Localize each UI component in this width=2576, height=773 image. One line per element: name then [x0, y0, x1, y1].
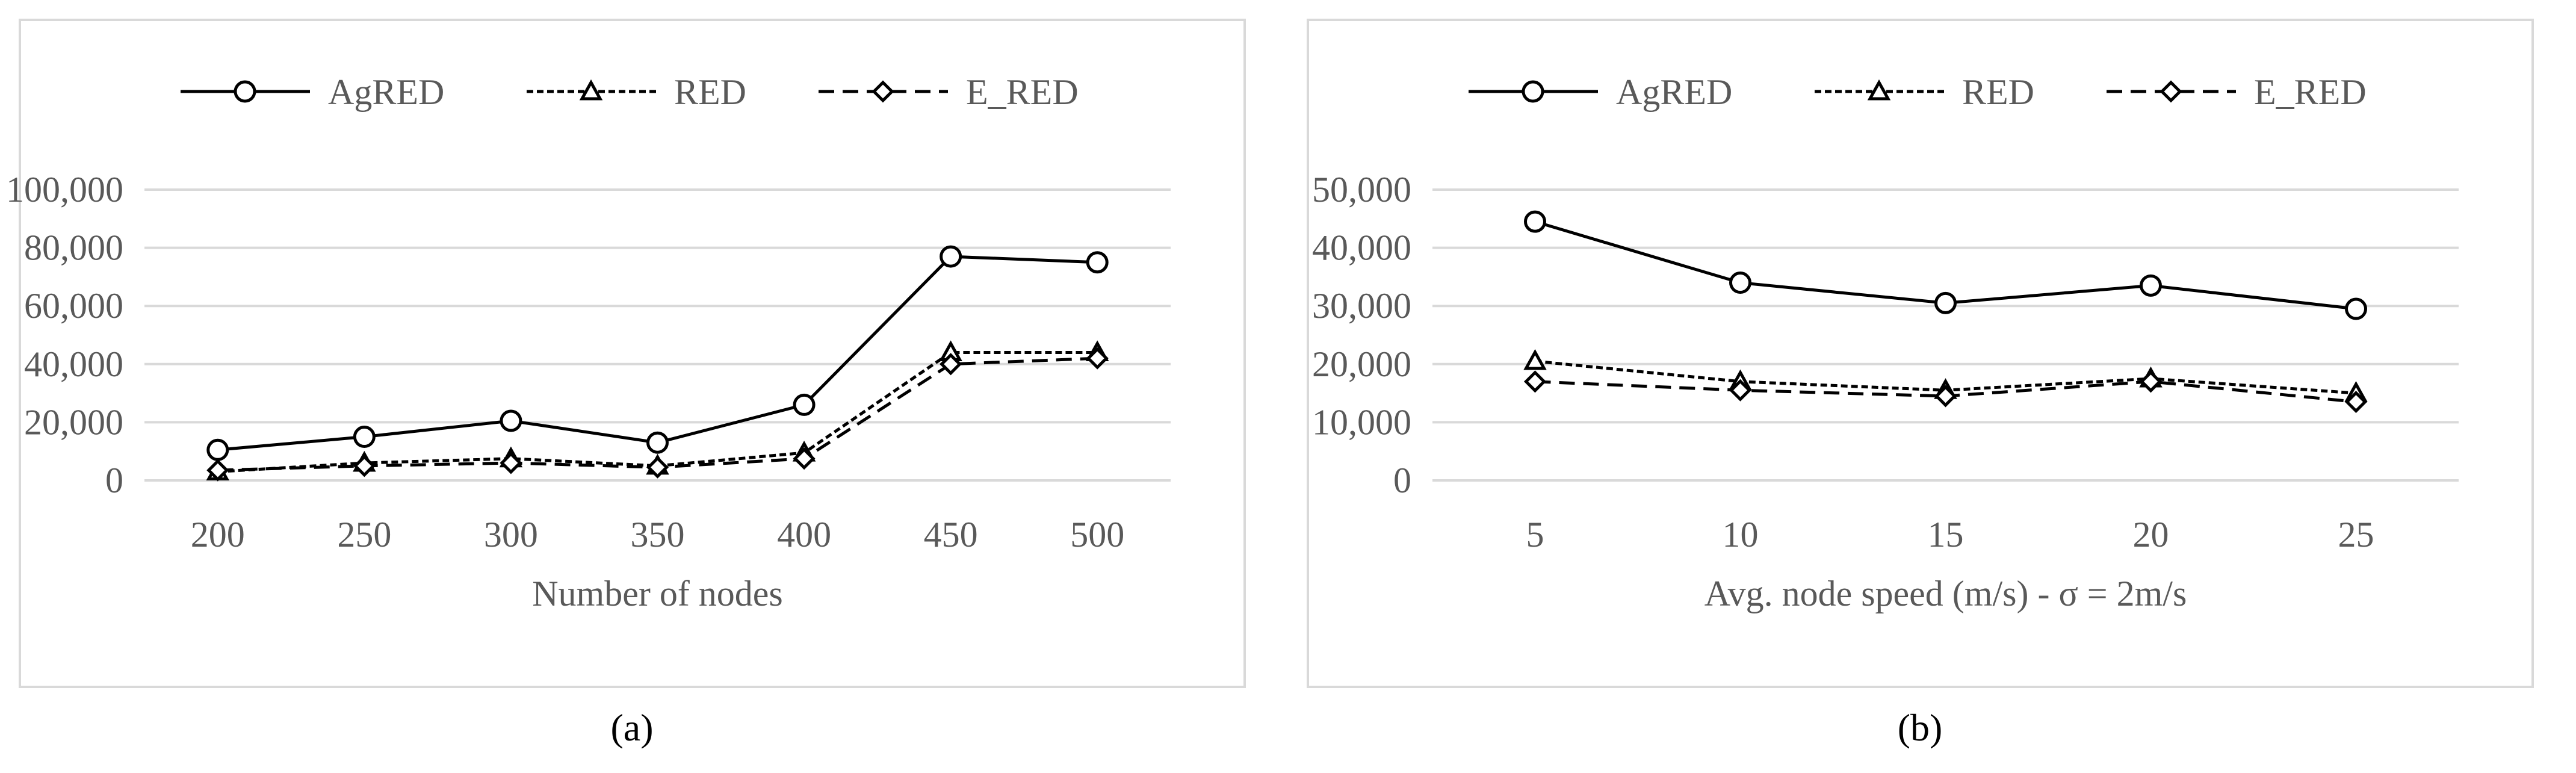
x-tick-label: 350 — [631, 515, 685, 554]
x-tick-label: 25 — [2338, 515, 2374, 554]
data-point — [353, 426, 376, 449]
legend-entry: E_RED — [2107, 72, 2367, 112]
y-tick-label: 20,000 — [1312, 344, 1411, 384]
legend-entry: E_RED — [819, 72, 1079, 112]
x-axis-title: Number of nodes — [532, 574, 783, 613]
data-point — [2345, 297, 2367, 320]
data-point — [1523, 370, 1547, 393]
legend-marker — [2160, 80, 2182, 103]
legend-entry: AgRED — [1469, 72, 1732, 112]
legend-marker — [1867, 79, 1891, 101]
chart-panel-a: 0 20,000 40,000 60,000 80,000 100,000 200 250 30… — [6, 19, 1246, 749]
y-tick-label: 0 — [1393, 461, 1411, 500]
y-tick-label: 20,000 — [24, 402, 123, 442]
data-point — [1934, 291, 1957, 314]
chart-frame — [19, 19, 1246, 688]
data-point — [1523, 349, 1547, 370]
series-e-red — [1523, 370, 2368, 414]
legend-marker — [234, 80, 256, 103]
legend-label: RED — [674, 72, 746, 112]
data-point — [1934, 385, 1957, 408]
data-point — [1729, 272, 1751, 294]
x-tick-label: 400 — [777, 515, 831, 554]
data-point — [1524, 210, 1546, 233]
y-tick-label: 80,000 — [24, 228, 123, 268]
data-point — [793, 393, 816, 416]
x-tick-label: 10 — [1723, 515, 1759, 554]
y-tick-label: 60,000 — [24, 286, 123, 326]
x-tick-label: 20 — [2133, 515, 2169, 554]
legend-label: E_RED — [2254, 72, 2367, 112]
legend-marker — [872, 80, 894, 103]
x-tick-label: 300 — [484, 515, 538, 554]
data-point — [206, 438, 229, 461]
x-tick-label: 250 — [337, 515, 391, 554]
data-point — [1086, 347, 1109, 370]
y-tick-label: 50,000 — [1312, 170, 1411, 210]
data-point — [940, 353, 962, 376]
legend-label: E_RED — [966, 72, 1079, 112]
series-e-red — [206, 347, 1109, 482]
data-point — [500, 409, 522, 432]
x-tick-label: 450 — [924, 515, 978, 554]
figure-caption: (b) — [1898, 706, 1943, 749]
data-point — [646, 456, 669, 479]
data-point — [940, 245, 962, 268]
chart-frame — [1307, 19, 2534, 688]
data-point — [353, 455, 376, 477]
data-point — [1086, 251, 1109, 274]
y-tick-label: 40,000 — [24, 344, 123, 384]
data-point — [2140, 274, 2162, 297]
legend-entry: RED — [1815, 72, 2034, 112]
data-point — [2139, 370, 2163, 393]
chart-panel-b: 0 10,000 20,000 30,000 40,000 50,000 5 10 15 20 25… — [1307, 19, 2534, 749]
x-tick-label: 500 — [1070, 515, 1124, 554]
y-tick-label: 10,000 — [1312, 402, 1411, 442]
y-tick-label: 100,000 — [6, 170, 123, 210]
y-tick-label: 0 — [105, 461, 123, 500]
legend-entry: AgRED — [181, 72, 444, 112]
data-point — [500, 452, 522, 474]
x-tick-label: 200 — [191, 515, 245, 554]
legend-marker — [579, 79, 603, 101]
y-tick-label: 40,000 — [1312, 228, 1411, 268]
data-point — [646, 431, 669, 454]
series-agred — [1524, 210, 2367, 320]
figure-caption: (a) — [610, 706, 653, 749]
legend-marker — [1522, 80, 1544, 103]
legend-label: RED — [1962, 72, 2034, 112]
data-point — [793, 447, 816, 470]
x-tick-label: 15 — [1928, 515, 1964, 554]
data-point — [2344, 391, 2368, 414]
series-agred — [206, 245, 1109, 461]
x-tick-label: 5 — [1526, 515, 1544, 554]
data-point — [1729, 379, 1752, 402]
legend-label: AgRED — [1616, 72, 1732, 112]
y-tick-label: 30,000 — [1312, 286, 1411, 326]
data-point — [206, 459, 229, 482]
legend-label: AgRED — [328, 72, 444, 112]
legend-entry: RED — [527, 72, 746, 112]
x-axis-title: Avg. node speed (m/s) - σ = 2m/s — [1704, 574, 2187, 613]
